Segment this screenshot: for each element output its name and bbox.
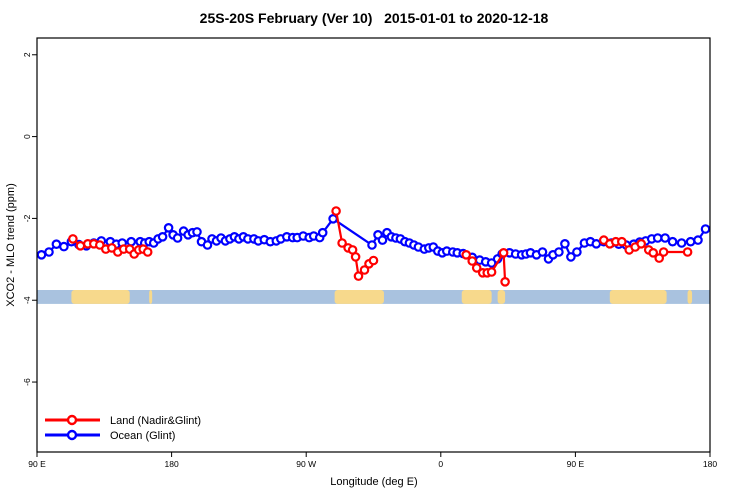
data-point [367, 240, 377, 250]
x-tick-label: 90 E [567, 459, 585, 469]
data-point [126, 236, 137, 247]
data-point [331, 206, 341, 216]
data-point [163, 223, 174, 233]
chart-title: 25S-20S February (Ver 10) 2015-01-01 to … [200, 10, 549, 26]
data-point [537, 247, 548, 257]
data-point [44, 247, 54, 257]
data-point [693, 235, 703, 245]
map-strip-land [497, 290, 506, 304]
data-point [667, 236, 678, 247]
data-point [467, 256, 478, 266]
x-tick-label: 180 [703, 459, 717, 469]
plot-area: 90 E 180 90 W 0 90 E 180 2 0 -2 -4 -6 Land (Nadir&G… [22, 37, 717, 469]
data-point [660, 233, 670, 243]
x-tick-label: 0 [438, 459, 443, 469]
data-point [658, 247, 669, 257]
legend-label: Land (Nadir&Glint) [110, 415, 201, 427]
y-tick-label: -6 [22, 378, 32, 386]
data-point [36, 250, 47, 260]
x-axis-title: Longitude (deg E) [330, 476, 417, 488]
data-point [172, 233, 183, 243]
plot-border [36, 37, 711, 453]
y-tick-label: 0 [22, 134, 32, 139]
y-tick-label: 2 [22, 52, 32, 57]
data-point [616, 236, 627, 247]
map-strip-land [687, 290, 693, 304]
data-point [500, 276, 510, 287]
map-strip-land [71, 290, 130, 304]
data-point [328, 214, 338, 224]
data-point [461, 250, 472, 260]
data-point [353, 271, 364, 281]
data-point [157, 232, 168, 242]
data-point [591, 239, 602, 249]
data-point [554, 247, 564, 257]
data-point [566, 252, 576, 262]
y-tick-label: -2 [22, 214, 32, 222]
data-point [68, 234, 78, 244]
data-point [636, 239, 647, 249]
data-point [75, 241, 86, 251]
x-tick-label: 90 W [296, 459, 316, 469]
data-point [486, 267, 497, 277]
data-point [202, 240, 213, 250]
data-point [337, 238, 347, 248]
x-tick-label: 90 E [28, 459, 46, 469]
data-point [654, 253, 665, 263]
data-point [192, 227, 202, 237]
data-point [359, 265, 370, 275]
legend-marker [66, 429, 78, 441]
data-point [317, 227, 328, 238]
data-point [142, 247, 153, 257]
data-point [648, 248, 659, 258]
data-point [498, 248, 509, 258]
y-tick-label: -4 [22, 296, 32, 304]
data-point [560, 239, 570, 249]
legend-label: Ocean (Glint) [110, 430, 175, 442]
data-point [572, 247, 582, 257]
data-point [377, 235, 388, 245]
legend-marker [66, 414, 78, 426]
map-strip-land [609, 290, 667, 304]
data-point [471, 263, 482, 273]
x-tick-label: 180 [165, 459, 179, 469]
data-point [700, 224, 711, 234]
map-strip-land [334, 290, 384, 304]
data-point [682, 247, 693, 257]
y-axis-title: XCO2 - MLO trend (ppm) [5, 183, 17, 306]
map-strip-land [461, 290, 492, 304]
map-strip-land [149, 290, 153, 304]
data-point [652, 233, 663, 243]
data-point [59, 241, 69, 252]
data-point [676, 238, 687, 248]
data-point [350, 252, 361, 262]
data-point [51, 239, 62, 250]
data-point [685, 236, 696, 247]
data-point [368, 255, 379, 266]
